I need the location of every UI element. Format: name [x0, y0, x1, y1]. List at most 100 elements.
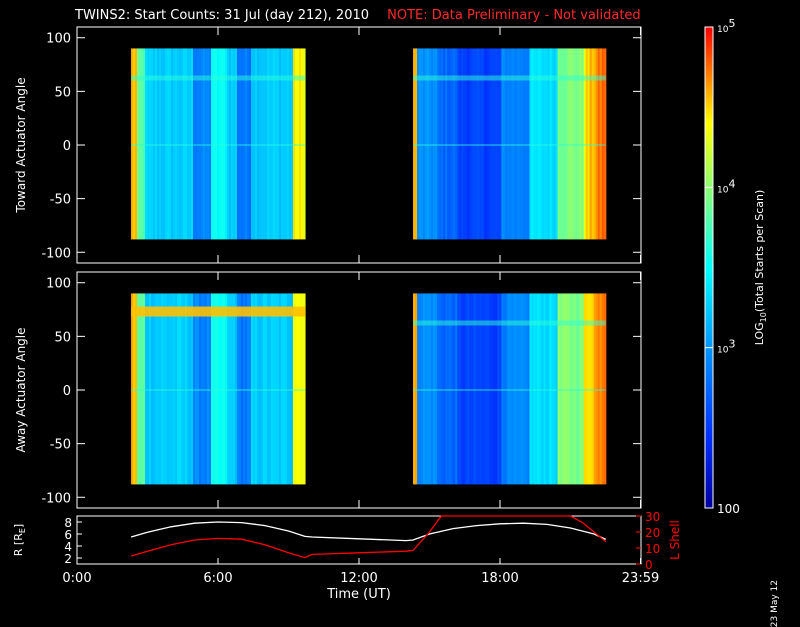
- away-panel-heatmap-column: [431, 293, 434, 485]
- toward-panel-heatmap-column: [539, 48, 543, 240]
- toward-panel-heatmap-column: [457, 48, 460, 240]
- away-panel-heatmap-column: [234, 293, 238, 485]
- away-panel-heatmap-column: [559, 293, 563, 485]
- toward-panel-heatmap-column: [179, 48, 182, 240]
- toward-panel-heatmap-column: [551, 48, 555, 240]
- toward-panel-heatmap-column: [195, 48, 198, 240]
- toward-panel-heatmap-column: [250, 48, 254, 240]
- away-panel-heatmap-column: [523, 293, 527, 485]
- away-panel-heatmap-column: [167, 293, 170, 485]
- away-panel-heatmap-column: [509, 293, 513, 485]
- orbit-xtick-label: 0:00: [62, 571, 91, 586]
- away-panel-heatmap-column: [294, 293, 298, 485]
- toward-panel-heatmap-column: [581, 48, 585, 240]
- away-panel-heatmap-column: [272, 293, 276, 485]
- toward-panel-heatmap-column: [258, 48, 262, 240]
- away-panel-heatmap-column: [435, 293, 438, 485]
- away-panel-heatmap-column: [527, 293, 531, 485]
- away-panel-heatmap-column: [201, 293, 204, 485]
- toward-panel-heatmap-column: [417, 48, 420, 240]
- toward-panel-heatmap-column: [517, 48, 521, 240]
- toward-panel-heatmap-column: [563, 48, 567, 240]
- toward-panel-heatmap-column: [228, 48, 232, 240]
- toward-panel-heatmap-column: [155, 48, 158, 240]
- toward-panel-heatmap-column: [531, 48, 535, 240]
- away-panel-heatmap-column: [280, 293, 284, 485]
- away-panel-heatmap-column: [262, 293, 266, 485]
- toward-panel-heatmap-column: [527, 48, 531, 240]
- away-panel-heatmap-column: [296, 293, 300, 485]
- away-panel-heatmap-column: [545, 293, 549, 485]
- toward-panel-heatmap-column: [433, 48, 436, 240]
- away-panel-heatmap-column: [461, 293, 464, 485]
- toward-panel-heatmap-column: [523, 48, 527, 240]
- away-panel-heatmap-zero-line: [131, 389, 305, 391]
- lshell-series-line: [130, 515, 607, 559]
- toward-panel-heatmap-column: [451, 48, 454, 240]
- away-panel-heatmap-column: [195, 293, 198, 485]
- away-panel-heatmap-column: [185, 293, 188, 485]
- chart-title: TWINS2: Start Counts: 31 Jul (day 212), …: [75, 8, 641, 23]
- away-panel-heatmap-column: [217, 293, 220, 485]
- toward-panel-heatmap-column: [292, 48, 296, 240]
- away-panel-heatmap-band: [413, 320, 606, 326]
- toward-panel-heatmap-zero-line: [413, 144, 606, 146]
- away-panel-heatmap-column: [491, 293, 494, 485]
- toward-panel-ylabel: Toward Actuator Angle: [14, 77, 28, 213]
- toward-panel-heatmap-column: [244, 48, 248, 240]
- orbit-xtick-label: 23:59: [622, 571, 659, 586]
- away-panel-heatmap-column: [145, 293, 148, 485]
- toward-panel-heatmap-column: [213, 48, 216, 240]
- toward-panel-heatmap-column: [545, 48, 549, 240]
- away-panel-heatmap-column: [451, 293, 454, 485]
- away-panel-heatmap-column: [244, 293, 248, 485]
- away-panel-heatmap-column: [197, 293, 200, 485]
- orbit-right-ylabel: L Shell: [668, 520, 682, 560]
- toward-panel-heatmap-column: [165, 48, 168, 240]
- toward-panel-heatmap-column: [254, 48, 258, 240]
- away-panel-heatmap-column: [487, 293, 490, 485]
- toward-panel-heatmap-column: [278, 48, 282, 240]
- away-panel-heatmap-column: [453, 293, 456, 485]
- toward-panel-heatmap-column: [290, 48, 294, 240]
- toward-panel-heatmap-band: [413, 75, 606, 81]
- toward-panel-heatmap-column: [485, 48, 488, 240]
- toward-panel-heatmap-column: [203, 48, 206, 240]
- away-panel-heatmap-column: [300, 293, 304, 485]
- away-panel-heatmap-column: [171, 293, 174, 485]
- away-panel-heatmap-column: [517, 293, 521, 485]
- away-panel-ylabel: Away Actuator Angle: [14, 327, 28, 452]
- away-panel-heatmap-column: [139, 293, 142, 485]
- away-panel-heatmap-column: [240, 293, 244, 485]
- away-panel-heatmap-column: [483, 293, 486, 485]
- away-panel-heatmap-column: [419, 293, 422, 485]
- colorbar-tick-label: 104: [717, 177, 735, 195]
- toward-panel-heatmap-column: [559, 48, 563, 240]
- away-panel-heatmap-column: [203, 293, 206, 485]
- away-panel-heatmap-column: [471, 293, 474, 485]
- toward-panel-heatmap-column: [230, 48, 234, 240]
- toward-panel-heatmap-column: [266, 48, 270, 240]
- away-panel-heatmap-column: [531, 293, 535, 485]
- away-panel-heatmap-column: [479, 293, 482, 485]
- toward-panel-heatmap-column: [157, 48, 160, 240]
- toward-panel-heatmap-column: [565, 48, 569, 240]
- away-panel-heatmap-column: [209, 293, 212, 485]
- toward-panel-heatmap-column: [511, 48, 515, 240]
- orbit-left-ytick-label: 4: [64, 540, 72, 554]
- toward-panel-heatmap-column: [207, 48, 210, 240]
- toward-panel-heatmap-column: [601, 48, 605, 240]
- r-series-line: [130, 521, 607, 542]
- away-panel-heatmap-column: [537, 293, 541, 485]
- away-panel-heatmap-column: [276, 293, 280, 485]
- toward-panel-heatmap-column: [238, 48, 242, 240]
- away-panel-heatmap-column: [507, 293, 510, 485]
- toward-panel-heatmap-column: [270, 48, 274, 240]
- colorbar-label: LOG10(Total Starts per Scan): [753, 190, 768, 346]
- away-panel-heatmap-column: [579, 293, 583, 485]
- toward-panel-ytick-label: 100: [46, 32, 71, 47]
- toward-panel-heatmap-column: [421, 48, 424, 240]
- toward-panel-heatmap-column: [467, 48, 470, 240]
- away-panel-heatmap-zero-line: [413, 389, 606, 391]
- away-panel-heatmap-column: [423, 293, 426, 485]
